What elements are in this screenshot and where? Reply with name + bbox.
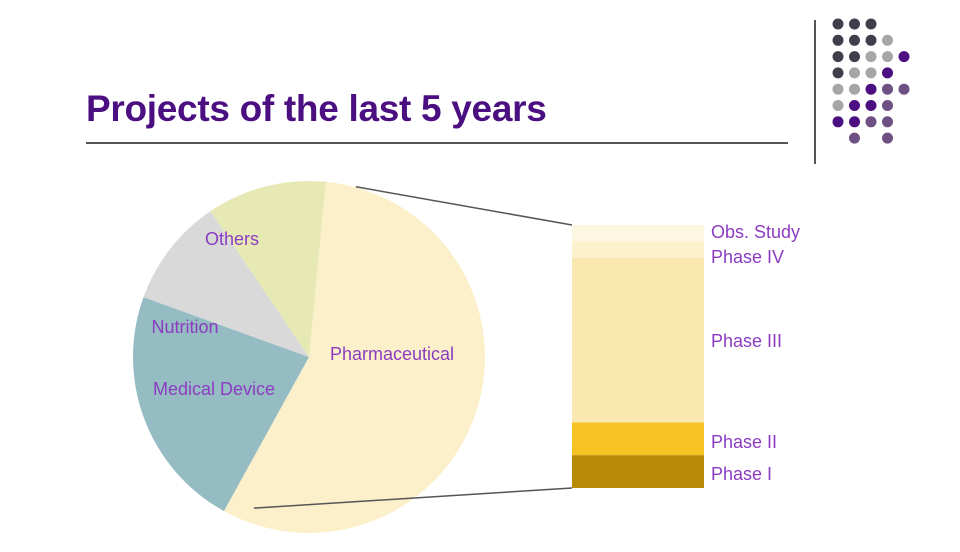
decor-dot [849, 34, 860, 46]
decor-dot [865, 83, 877, 95]
page-title: Projects of the last 5 years [86, 88, 547, 129]
decor-dot [882, 67, 893, 79]
decor-dot [865, 116, 877, 128]
bar-segment-phase-iv [572, 241, 704, 258]
decor-dot [832, 83, 844, 95]
decor-dot [849, 132, 860, 144]
decor-dot [849, 83, 860, 95]
title-divider [86, 142, 788, 144]
decor-dot [832, 100, 844, 111]
bar-label-phase-i: Phase I [711, 464, 772, 484]
bar-label-phase-ii: Phase II [711, 432, 777, 452]
bar-label-phase-iii: Phase III [711, 331, 782, 351]
decor-dot [882, 116, 893, 128]
decor-dot [882, 132, 893, 144]
bar-segment-phase-i [572, 455, 704, 489]
pie-label-nutrition: Nutrition [151, 317, 218, 337]
bar-segment-phase-ii [572, 422, 704, 456]
decor-dot [832, 18, 844, 30]
decor-dot [849, 116, 860, 128]
pie-label-medical-device: Medical Device [153, 379, 275, 399]
decor-dot [882, 100, 893, 111]
pie-label-pharmaceutical: Pharmaceutical [330, 344, 454, 364]
decor-dot [865, 100, 877, 111]
pie-slice-pharmaceutical [223, 181, 486, 533]
decor-dot [849, 51, 860, 63]
pie-label-others: Others [205, 229, 259, 249]
decor-dot [832, 51, 844, 63]
decor-dot [882, 83, 893, 95]
decor-dot [865, 34, 877, 46]
decor-dot [865, 18, 877, 30]
header-vertical-divider [814, 20, 816, 164]
pie-slice-nutrition [143, 211, 309, 357]
pie-slice-medical-device [132, 297, 309, 512]
decor-dot [832, 67, 844, 79]
decor-dot [849, 100, 860, 111]
decor-dot [882, 34, 893, 46]
bar-segment-obs-study [572, 225, 704, 242]
decor-dot [849, 18, 860, 30]
bar-label-obs-study: Obs. Study [711, 222, 800, 242]
decor-dot [865, 51, 877, 63]
pie-slice-others [210, 180, 326, 357]
decor-dot [898, 83, 910, 95]
decor-dot [832, 116, 844, 128]
bar-label-phase-iv: Phase IV [711, 247, 784, 267]
connector-line-top [355, 186, 573, 226]
bar-segment-phase-iii [572, 257, 704, 423]
connector-line-bottom [253, 487, 573, 509]
decor-dot [849, 67, 860, 79]
decor-dot [865, 67, 877, 79]
decorative-dot-grid [832, 18, 910, 144]
decor-dot [832, 34, 844, 46]
decor-dot [882, 51, 893, 63]
decor-dot [898, 51, 910, 63]
